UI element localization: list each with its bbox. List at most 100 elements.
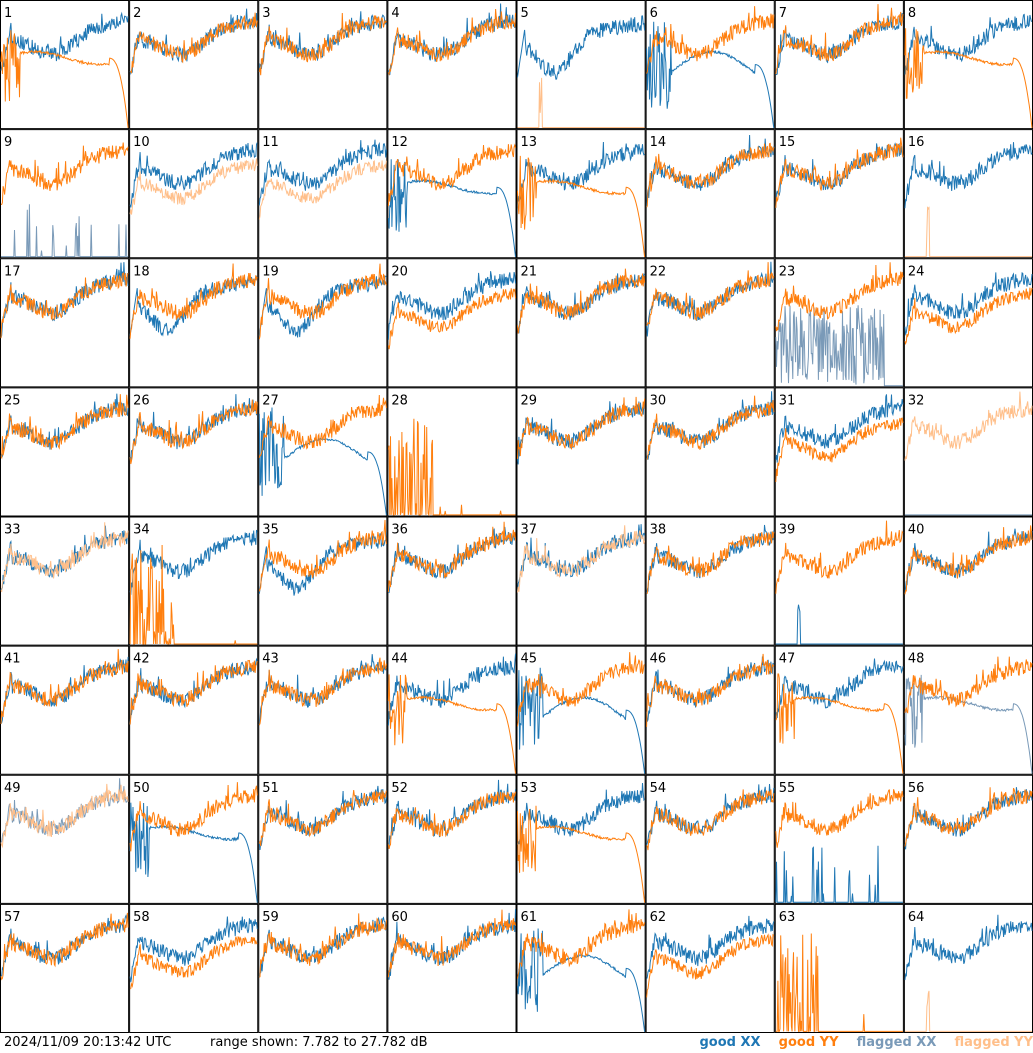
- panel-35: 35: [258, 516, 388, 646]
- panel-frame: [258, 387, 388, 517]
- panel-number: 49: [4, 781, 21, 796]
- panel-41: 41: [0, 645, 130, 775]
- panel-6: 6: [645, 0, 775, 130]
- panel-number: 34: [133, 523, 150, 538]
- series-xx-36: [388, 526, 516, 594]
- series-xx-8: [904, 13, 1032, 75]
- panel-number: 11: [262, 135, 279, 150]
- panel-43: 43: [258, 645, 388, 775]
- panel-number: 33: [4, 523, 21, 538]
- series-xx-47: [775, 658, 904, 719]
- panel-40: 40: [903, 516, 1033, 646]
- series-yy-26: [129, 399, 258, 465]
- panel-number: 9: [4, 135, 12, 150]
- panel-number: 1: [4, 6, 12, 21]
- panel-32: 32: [903, 387, 1033, 517]
- panel-number: 23: [779, 264, 796, 279]
- series-yy-34: [129, 544, 258, 645]
- panel-9: 9: [0, 129, 130, 259]
- series-yy-14: [646, 142, 775, 208]
- series-yy-9: [0, 142, 129, 206]
- panel-number: 15: [779, 135, 796, 150]
- panel-53: 53: [516, 774, 646, 904]
- panel-frame: [258, 0, 388, 130]
- panel-62: 62: [645, 903, 775, 1033]
- panel-number: 6: [650, 6, 658, 21]
- legend-flagged-yy: flagged YY: [954, 1035, 1033, 1050]
- panel-number: 48: [908, 652, 925, 667]
- series-xx-13: [517, 141, 645, 207]
- series-yy-7: [775, 4, 904, 75]
- series-xx-31: [775, 394, 904, 463]
- panel-10: 10: [129, 129, 259, 259]
- panel-number: 20: [391, 264, 408, 279]
- series-yy-18: [129, 263, 258, 339]
- panel-number: 28: [391, 393, 408, 408]
- series-xx-20: [387, 271, 516, 340]
- panel-number: 29: [521, 393, 538, 408]
- series-yy-52: [387, 791, 516, 850]
- panel-frame: [903, 0, 1033, 130]
- series-yy-59: [258, 913, 387, 978]
- series-yy-33: [0, 522, 129, 593]
- panel-18: 18: [129, 258, 259, 388]
- series-yy-42: [129, 659, 258, 725]
- series-yy-19: [258, 263, 387, 340]
- panel-number: 52: [391, 781, 408, 796]
- panel-30: 30: [645, 387, 775, 517]
- series-yy-40: [904, 525, 1033, 595]
- panel-24: 24: [903, 258, 1033, 388]
- panel-19: 19: [258, 258, 388, 388]
- panel-number: 42: [133, 652, 150, 667]
- panel-number: 45: [521, 652, 538, 667]
- legend-flagged-xx: flagged XX: [856, 1035, 937, 1050]
- panel-31: 31: [774, 387, 904, 517]
- series-yy-61: [517, 909, 646, 979]
- panel-frame: [387, 774, 517, 904]
- series-xx-59: [258, 916, 387, 978]
- series-yy-13: [517, 155, 646, 258]
- series-xx-50: [129, 802, 258, 903]
- panel-number: 36: [391, 523, 408, 538]
- series-yy-23: [775, 262, 904, 332]
- series-yy-17: [0, 271, 129, 339]
- panel-60: 60: [387, 903, 517, 1033]
- series-yy-29: [517, 396, 646, 459]
- series-yy-31: [775, 417, 904, 483]
- series-yy-24: [904, 287, 1033, 346]
- series-xx-7: [775, 10, 904, 76]
- panel-number: 5: [521, 6, 529, 21]
- panel-frame: [774, 516, 904, 646]
- series-xx-10: [129, 142, 258, 208]
- panel-29: 29: [516, 387, 646, 517]
- panel-37: 37: [516, 516, 646, 646]
- panel-number: 50: [133, 781, 150, 796]
- range-label: range shown: 7.782 to 27.782 dB: [210, 1035, 428, 1050]
- panel-frame: [903, 645, 1033, 775]
- series-yy-5: [517, 77, 645, 128]
- panel-number: 51: [262, 781, 279, 796]
- panel-number: 22: [650, 264, 667, 279]
- panel-14: 14: [645, 129, 775, 259]
- panel-26: 26: [129, 387, 259, 517]
- panel-16: 16: [903, 129, 1033, 259]
- series-yy-37: [517, 525, 646, 593]
- series-yy-50: [129, 782, 258, 852]
- panel-number: 24: [908, 264, 925, 279]
- panel-frame: [903, 516, 1033, 646]
- panel-number: 2: [133, 6, 141, 21]
- series-yy-57: [0, 912, 129, 981]
- panel-45: 45: [516, 645, 646, 775]
- panel-59: 59: [258, 903, 388, 1033]
- panel-36: 36: [387, 516, 517, 646]
- panel-number: 44: [391, 652, 408, 667]
- panel-13: 13: [516, 129, 646, 259]
- series-yy-56: [904, 787, 1033, 847]
- series-xx-58: [129, 916, 258, 983]
- panel-number: 38: [650, 523, 667, 538]
- series-yy-32: [904, 391, 1033, 461]
- series-yy-12: [387, 143, 516, 207]
- series-yy-53: [517, 805, 646, 903]
- panel-number: 61: [521, 910, 538, 925]
- panel-28: 28: [387, 387, 517, 517]
